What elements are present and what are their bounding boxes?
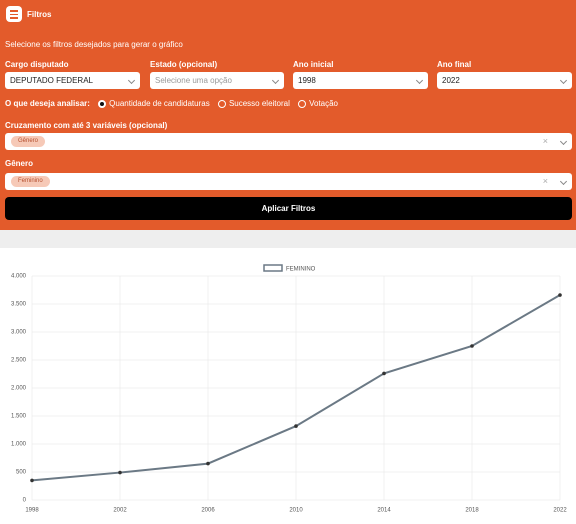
- radio-selected[interactable]: [98, 99, 107, 108]
- select-cargo[interactable]: DEPUTADO FEDERAL: [5, 72, 140, 89]
- multiselect-cruzamento[interactable]: Gênero ×: [5, 133, 572, 150]
- x-tick-label: 1998: [25, 508, 39, 514]
- x-tick-label: 2014: [377, 508, 391, 514]
- y-tick-label: 500: [16, 470, 27, 476]
- instruction: Selecione os filtros desejados para gera…: [5, 40, 183, 49]
- x-tick-label: 2002: [113, 508, 127, 514]
- y-tick-label: 2.500: [11, 358, 27, 364]
- y-tick-label: 1.500: [11, 414, 27, 420]
- apply-button[interactable]: Aplicar Filtros: [5, 197, 572, 220]
- point: [382, 371, 386, 376]
- tag[interactable]: Feminino: [11, 176, 50, 187]
- field-label: Cruzamento com até 3 variáveis (opcional…: [5, 121, 168, 130]
- field-label: Gênero: [5, 159, 34, 168]
- legend-swatch: [263, 264, 283, 272]
- x-tick-label: 2006: [201, 508, 215, 514]
- select-value: 2022: [442, 76, 460, 85]
- select-value: DEPUTADO FEDERAL: [10, 76, 93, 85]
- select-ano-inicial[interactable]: 1998: [293, 72, 428, 89]
- tag[interactable]: Gênero: [11, 136, 46, 147]
- point: [118, 470, 122, 475]
- field-label: Estado (opcional): [150, 60, 218, 69]
- field-label: Ano inicial: [293, 60, 334, 69]
- point: [470, 344, 474, 348]
- point: [30, 478, 34, 483]
- point: [206, 461, 210, 466]
- select-value: 1998: [298, 76, 316, 85]
- radio-row: O que deseja analisar: Quantidade de can…: [5, 99, 338, 109]
- radio-label[interactable]: Votação: [309, 99, 339, 108]
- field-label: Cargo disputado: [5, 60, 69, 69]
- radio-label[interactable]: Quantidade de candidaturas: [109, 99, 210, 108]
- y-tick-label: 0: [23, 498, 27, 504]
- radio[interactable]: [298, 99, 307, 108]
- select-estado[interactable]: Selecione uma opção: [150, 72, 284, 89]
- legend-label: FEMININO: [286, 267, 316, 273]
- radio[interactable]: [217, 99, 226, 108]
- filter-panel: Filtros Selecione os filtros desejados p…: [0, 0, 576, 230]
- x-tick-label: 2010: [289, 508, 303, 514]
- select-placeholder: Selecione uma opção: [155, 76, 232, 85]
- menu-icon[interactable]: [6, 6, 22, 22]
- select-ano-final[interactable]: 2022: [437, 72, 572, 89]
- point: [558, 293, 562, 297]
- point: [294, 424, 298, 428]
- x-tick-label: 2022: [553, 508, 567, 514]
- x-tick-label: 2018: [465, 508, 479, 514]
- y-tick-label: 3.500: [11, 302, 27, 308]
- field-label: Ano final: [437, 60, 472, 69]
- y-tick-label: 2.000: [11, 386, 27, 392]
- panel-title: Filtros: [27, 10, 52, 19]
- chart: 0 500 1.000 1.500 2.000 2.500 3.000 3.500 4.000 1…: [11, 264, 567, 514]
- y-tick-label: 1.000: [11, 442, 27, 448]
- field-label: O que deseja analisar:: [5, 99, 90, 108]
- y-tick-label: 4.000: [11, 274, 27, 280]
- separator: [0, 230, 576, 248]
- radio-label[interactable]: Sucesso eleitoral: [228, 99, 290, 108]
- multiselect-genero[interactable]: Feminino ×: [5, 173, 572, 190]
- y-tick-label: 3.000: [11, 330, 27, 336]
